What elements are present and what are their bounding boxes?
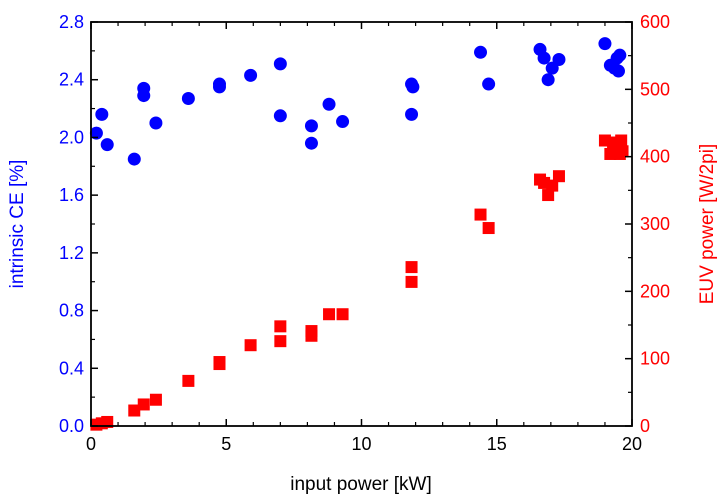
ce-data-point — [552, 53, 566, 67]
left-y-axis: 0.0 0.4 0.8 1.2 1.6 2.0 2.4 2.8 — [59, 12, 98, 436]
ce-data-point — [537, 51, 551, 65]
euv-data-point — [474, 208, 487, 221]
left-y-tick-label: 2.8 — [59, 12, 84, 32]
ce-data-point — [474, 45, 488, 59]
left-y-tick-label: 1.2 — [59, 243, 84, 263]
right-y-tick-label: 500 — [640, 79, 670, 99]
ce-data-point — [405, 107, 419, 121]
right-y-tick-label: 100 — [640, 349, 670, 369]
euv-data-point — [305, 329, 318, 342]
right-y-tick-label: 600 — [640, 12, 670, 32]
euv-data-point — [182, 374, 195, 387]
ce-data-point — [95, 107, 109, 121]
euv-data-point — [149, 393, 162, 406]
ce-data-point — [127, 152, 141, 166]
ce-data-point — [304, 119, 318, 133]
x-tick-label: 0 — [86, 434, 96, 454]
right-y-tick-label: 300 — [640, 214, 670, 234]
ce-data-point — [273, 57, 287, 71]
x-tick-label: 20 — [622, 434, 642, 454]
ce-data-point — [181, 91, 195, 105]
left-y-tick-label: 2.0 — [59, 127, 84, 147]
euv-data-point — [244, 339, 257, 352]
euv-data-point — [336, 308, 349, 321]
ce-data-point — [137, 89, 151, 103]
x-tick-label: 10 — [351, 434, 371, 454]
euv-data-point — [101, 415, 114, 428]
euv-data-point — [405, 275, 418, 288]
x-tick-label: 5 — [221, 434, 231, 454]
left-y-tick-label: 0.4 — [59, 358, 84, 378]
ce-data-point — [482, 77, 496, 91]
euv-data-point — [213, 358, 226, 371]
euv-data-point — [323, 308, 336, 321]
right-y-tick-label: 400 — [640, 147, 670, 167]
euv-series — [90, 134, 629, 431]
ce-data-point — [212, 80, 226, 94]
right-y-axis-title: EUV power [W/2pi] — [697, 144, 718, 305]
euv-data-point — [542, 189, 555, 202]
ce-data-point — [541, 73, 555, 87]
ce-data-point — [611, 64, 625, 78]
x-axis-title: input power [kW] — [290, 474, 432, 495]
euv-data-point — [552, 170, 565, 183]
right-y-axis: 0 100 200 300 400 500 600 — [625, 12, 670, 436]
ce-data-point — [100, 138, 114, 152]
x-axis: 0 5 10 15 20 — [86, 22, 642, 454]
ce-data-point — [336, 115, 350, 129]
euv-data-point — [405, 261, 418, 274]
right-y-tick-label: 0 — [640, 416, 650, 436]
euv-data-point — [274, 320, 287, 333]
ce-data-point — [149, 116, 163, 130]
left-y-tick-label: 0.0 — [59, 416, 84, 436]
x-tick-label: 15 — [487, 434, 507, 454]
euv-data-point — [616, 145, 629, 158]
euv-data-point — [274, 335, 287, 348]
left-y-tick-label: 0.8 — [59, 301, 84, 321]
ce-data-point — [322, 97, 336, 111]
ce-data-point — [406, 80, 420, 94]
left-y-tick-label: 2.4 — [59, 70, 84, 90]
ce-data-point — [244, 68, 258, 82]
euv-data-point — [615, 134, 628, 147]
ce-data-point — [89, 126, 103, 140]
ce-data-point — [273, 109, 287, 123]
ce-data-point — [304, 136, 318, 150]
euv-data-point — [482, 222, 495, 235]
euv-data-point — [128, 404, 141, 417]
euv-data-point — [137, 398, 150, 411]
ce-data-point — [613, 48, 627, 62]
left-y-tick-label: 1.6 — [59, 185, 84, 205]
right-y-tick-label: 200 — [640, 281, 670, 301]
ce-series — [89, 37, 627, 166]
left-y-axis-title: intrinsic CE [%] — [7, 160, 28, 289]
euv-data-point — [546, 179, 559, 192]
ce-data-point — [598, 37, 612, 51]
